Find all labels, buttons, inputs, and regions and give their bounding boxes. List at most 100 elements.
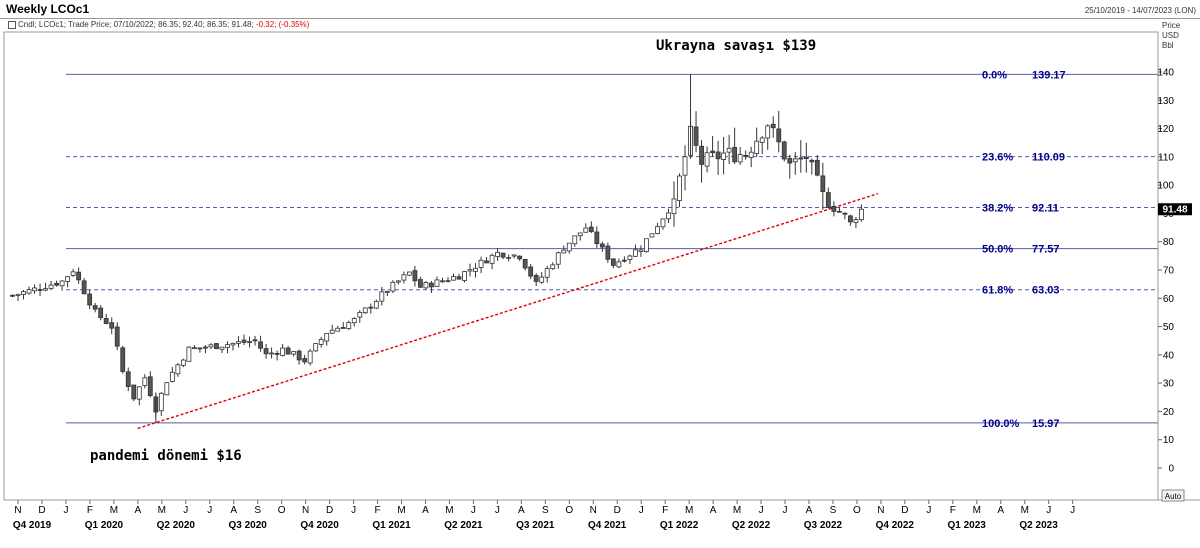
- candle[interactable]: [440, 277, 445, 283]
- candle[interactable]: [269, 347, 274, 359]
- candle[interactable]: [103, 313, 109, 325]
- candle[interactable]: [164, 382, 170, 396]
- candle[interactable]: [109, 317, 115, 335]
- candle[interactable]: [48, 280, 54, 291]
- candle[interactable]: [759, 136, 765, 155]
- candle[interactable]: [588, 221, 594, 234]
- candle[interactable]: [682, 145, 688, 191]
- candle[interactable]: [732, 127, 738, 165]
- candle[interactable]: [500, 252, 506, 260]
- candle[interactable]: [787, 154, 793, 179]
- candle[interactable]: [384, 290, 390, 297]
- candle[interactable]: [219, 346, 225, 354]
- candle[interactable]: [550, 262, 556, 271]
- candle[interactable]: [456, 273, 462, 280]
- candle[interactable]: [848, 214, 853, 226]
- candle[interactable]: [429, 280, 434, 293]
- candle[interactable]: [572, 235, 578, 247]
- candle[interactable]: [87, 289, 93, 310]
- auto-scale-button[interactable]: [1161, 489, 1185, 502]
- candle[interactable]: [484, 257, 489, 264]
- candle[interactable]: [225, 341, 230, 354]
- candle[interactable]: [180, 358, 186, 368]
- candle[interactable]: [125, 367, 131, 392]
- candle[interactable]: [539, 272, 545, 284]
- candle[interactable]: [21, 289, 26, 300]
- candle[interactable]: [186, 346, 192, 362]
- candle[interactable]: [296, 349, 302, 365]
- candle[interactable]: [351, 317, 357, 327]
- candle[interactable]: [660, 218, 666, 230]
- candle[interactable]: [853, 217, 859, 229]
- candle[interactable]: [92, 302, 98, 313]
- candle[interactable]: [473, 263, 478, 278]
- candle[interactable]: [451, 273, 456, 281]
- candle[interactable]: [638, 245, 644, 257]
- candle[interactable]: [831, 201, 837, 217]
- candle[interactable]: [76, 267, 82, 284]
- candle[interactable]: [70, 268, 76, 277]
- candle[interactable]: [362, 307, 368, 314]
- candle[interactable]: [329, 324, 335, 334]
- candle[interactable]: [423, 281, 429, 290]
- candle[interactable]: [373, 299, 379, 310]
- candle[interactable]: [54, 280, 59, 287]
- candle[interactable]: [197, 347, 203, 353]
- candle[interactable]: [81, 278, 87, 295]
- candle[interactable]: [37, 283, 43, 296]
- candle[interactable]: [605, 242, 611, 263]
- candle[interactable]: [577, 232, 583, 241]
- candle[interactable]: [776, 110, 782, 153]
- candle[interactable]: [803, 142, 809, 173]
- candle[interactable]: [704, 146, 710, 173]
- candle[interactable]: [627, 254, 633, 265]
- candle[interactable]: [737, 147, 743, 165]
- candle[interactable]: [98, 305, 104, 321]
- candle[interactable]: [655, 222, 660, 235]
- candle[interactable]: [467, 263, 473, 277]
- candle[interactable]: [169, 367, 175, 383]
- candle[interactable]: [307, 348, 313, 366]
- candle[interactable]: [792, 151, 798, 175]
- candle[interactable]: [671, 181, 677, 227]
- candle[interactable]: [15, 293, 21, 301]
- candle[interactable]: [748, 146, 754, 168]
- candle[interactable]: [561, 245, 567, 254]
- candle[interactable]: [43, 282, 48, 292]
- candle[interactable]: [379, 286, 385, 306]
- candle[interactable]: [324, 333, 330, 346]
- candle[interactable]: [699, 140, 704, 183]
- candle[interactable]: [814, 155, 820, 177]
- candle[interactable]: [412, 265, 418, 287]
- candle[interactable]: [313, 343, 319, 352]
- candle[interactable]: [842, 212, 848, 220]
- candle[interactable]: [302, 354, 308, 365]
- candle[interactable]: [517, 255, 523, 261]
- candle[interactable]: [621, 256, 627, 263]
- candle[interactable]: [743, 150, 749, 160]
- candle[interactable]: [26, 286, 32, 295]
- candle[interactable]: [236, 336, 241, 348]
- candle[interactable]: [770, 116, 776, 138]
- candle[interactable]: [406, 271, 412, 277]
- candle[interactable]: [147, 371, 153, 398]
- candle[interactable]: [825, 187, 831, 209]
- candle[interactable]: [280, 343, 286, 357]
- candle[interactable]: [114, 322, 120, 351]
- candle[interactable]: [252, 335, 258, 346]
- candle[interactable]: [489, 253, 495, 270]
- candle[interactable]: [798, 140, 804, 173]
- candle[interactable]: [131, 384, 137, 402]
- candle[interactable]: [721, 136, 727, 175]
- candle[interactable]: [65, 276, 71, 288]
- candle[interactable]: [495, 248, 500, 261]
- candle[interactable]: [335, 325, 341, 332]
- candle[interactable]: [616, 258, 622, 269]
- candle[interactable]: [401, 271, 407, 284]
- candle[interactable]: [10, 294, 15, 298]
- candle[interactable]: [511, 254, 517, 259]
- candle[interactable]: [346, 320, 352, 331]
- candle[interactable]: [462, 271, 467, 283]
- candle[interactable]: [395, 280, 401, 285]
